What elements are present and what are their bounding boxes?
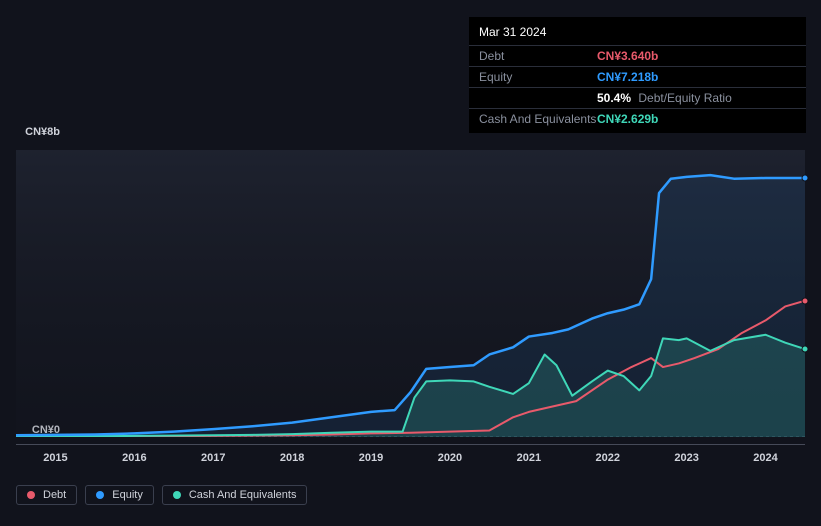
legend-item-label: Debt — [43, 489, 66, 501]
chart-svg — [16, 150, 805, 437]
legend-item-equity[interactable]: Equity — [85, 485, 154, 505]
tooltip-row-extra: Debt/Equity Ratio — [638, 91, 731, 105]
x-axis-label: 2019 — [359, 452, 383, 464]
x-axis-label: 2021 — [517, 452, 541, 464]
legend-dot-icon — [27, 491, 35, 499]
tooltip-row-label: Debt — [479, 47, 597, 65]
legend-item-cash[interactable]: Cash And Equivalents — [162, 485, 308, 505]
legend-dot-icon — [96, 491, 104, 499]
tooltip-row: Debt CN¥3.640b — [469, 45, 806, 66]
tooltip-row: Cash And Equivalents CN¥2.629b — [469, 108, 806, 129]
x-axis-label: 2022 — [596, 452, 620, 464]
chart-plot — [16, 150, 805, 437]
tooltip-row-value: CN¥2.629b — [597, 110, 658, 128]
x-axis-label: 2018 — [280, 452, 304, 464]
tooltip-row-label: Equity — [479, 68, 597, 86]
tooltip-row-label — [479, 89, 597, 107]
x-axis-baseline — [16, 444, 805, 445]
x-axis-label: 2024 — [753, 452, 777, 464]
tooltip-row: 50.4% Debt/Equity Ratio — [469, 87, 806, 108]
chart-tooltip: Mar 31 2024 Debt CN¥3.640b Equity CN¥7.2… — [469, 17, 806, 133]
tooltip-row: Equity CN¥7.218b — [469, 66, 806, 87]
tooltip-row-value: CN¥3.640b — [597, 47, 658, 65]
tooltip-row-label: Cash And Equivalents — [479, 110, 597, 128]
tooltip-row-value: CN¥7.218b — [597, 68, 658, 86]
cash-end-marker — [802, 346, 809, 353]
debt-end-marker — [802, 297, 809, 304]
x-axis-label: 2020 — [438, 452, 462, 464]
legend-item-debt[interactable]: Debt — [16, 485, 77, 505]
x-axis-label: 2016 — [122, 452, 146, 464]
legend-dot-icon — [173, 491, 181, 499]
legend-item-label: Cash And Equivalents — [189, 489, 297, 501]
x-axis-label: 2023 — [674, 452, 698, 464]
tooltip-row-value: 50.4% Debt/Equity Ratio — [597, 89, 732, 107]
x-axis-label: 2017 — [201, 452, 225, 464]
x-axis-label: 2015 — [43, 452, 67, 464]
tooltip-title: Mar 31 2024 — [469, 21, 806, 45]
legend-item-label: Equity — [112, 489, 143, 501]
equity-end-marker — [802, 174, 809, 181]
chart-legend: Debt Equity Cash And Equivalents — [16, 485, 307, 505]
y-axis-label-max: CN¥8b — [0, 126, 60, 138]
